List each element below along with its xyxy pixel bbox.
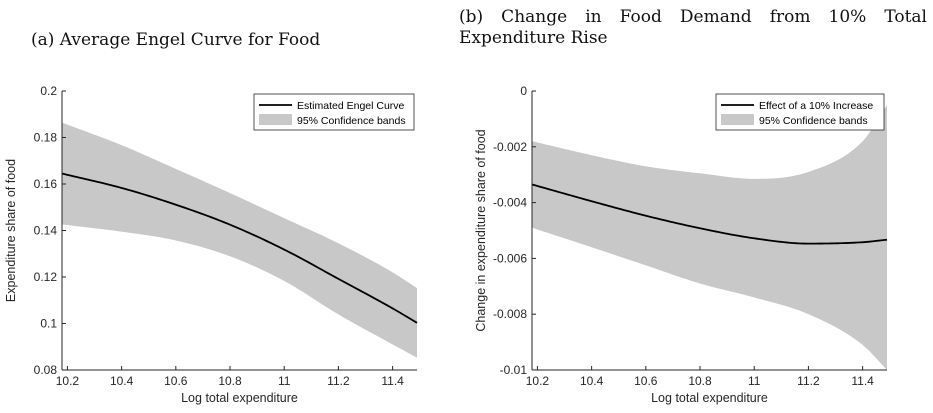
x-tick-label: 11.2 (327, 374, 350, 388)
chart-a-caption: (a) Average Engel Curve for Food (31, 30, 321, 50)
y-tick-label: 0.14 (34, 224, 58, 238)
legend-label: Estimated Engel Curve (297, 100, 405, 112)
confidence-band (62, 122, 417, 358)
chart-b-caption: (b) Change in Food Demand from 10% Total… (459, 7, 927, 48)
legend-band-swatch (259, 114, 292, 125)
y-tick-label: 0.16 (34, 177, 58, 191)
x-tick-label: 10.8 (218, 374, 242, 388)
x-tick-label: 11.4 (381, 374, 404, 388)
y-tick-label: 0.08 (34, 363, 58, 377)
x-axis-label: Log total expenditure (181, 391, 298, 405)
y-tick-label: 0.2 (40, 84, 57, 98)
x-tick-label: 10.2 (56, 374, 80, 388)
x-tick-label: 11 (278, 374, 291, 388)
legend-label: 95% Confidence bands (297, 115, 406, 127)
y-tick-label: 0.12 (34, 270, 58, 284)
x-tick-label: 10.4 (110, 374, 134, 388)
estimate-line (61, 172, 418, 324)
y-axis-label: Expenditure share of food (4, 159, 18, 302)
y-tick-label: 0.18 (34, 131, 58, 145)
y-tick-label: 0.1 (40, 317, 57, 331)
x-tick-label: 10.6 (164, 374, 188, 388)
